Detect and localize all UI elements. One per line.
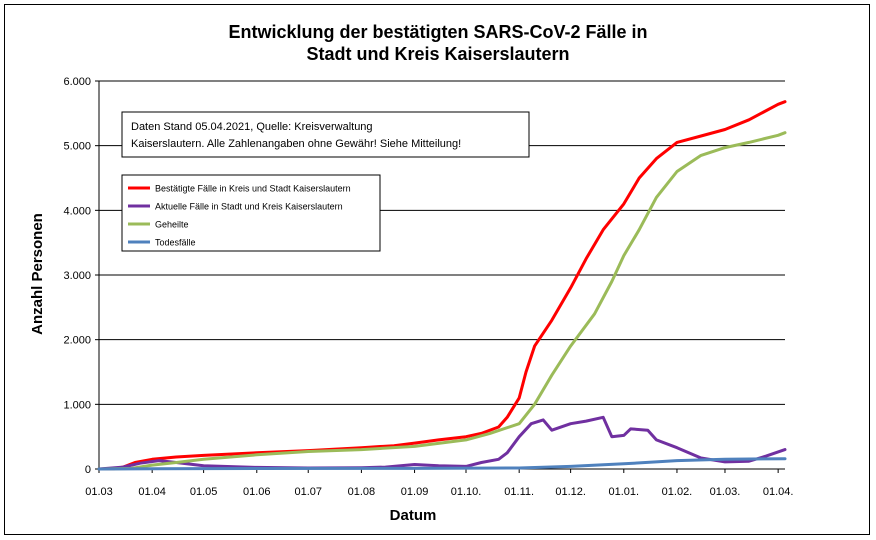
legend-items: Bestätigte Fälle in Kreis und Stadt Kais… (128, 184, 351, 248)
y-tick-label: 0 (85, 464, 91, 476)
x-tick-label: 01.03 (85, 486, 113, 498)
x-tick-label: 01.02. (662, 486, 693, 498)
legend: Bestätigte Fälle in Kreis und Stadt Kais… (121, 174, 381, 252)
x-tick-label: 01.03. (710, 486, 741, 498)
note-line-1: Daten Stand 05.04.2021, Quelle: Kreisver… (131, 121, 373, 133)
x-tick-label: 01.01. (608, 486, 639, 498)
chart-frame (4, 4, 870, 535)
x-tick-label: 01.05 (190, 486, 218, 498)
y-tick-label: 3.000 (63, 270, 91, 282)
x-tick-label: 01.07 (294, 486, 322, 498)
y-tick-label: 5.000 (63, 141, 91, 153)
note-box: Daten Stand 05.04.2021, Quelle: Kreisver… (121, 111, 530, 158)
y-tick-label: 6.000 (63, 76, 91, 88)
series-line-4 (97, 457, 787, 471)
series-lines (97, 100, 787, 471)
legend-label-2: Aktuelle Fälle in Stadt und Kreis Kaiser… (155, 202, 343, 212)
y-axis-label: Anzahl Personen (29, 213, 46, 335)
x-tick-label: 01.04. (763, 486, 794, 498)
series-line-3 (97, 131, 787, 471)
y-tick-label: 1.000 (63, 399, 91, 411)
chart-title-line-2: Stadt und Kreis Kaiserslautern (306, 44, 570, 64)
x-tick-label: 01.06 (243, 486, 271, 498)
legend-label-4: Todesfälle (155, 238, 196, 248)
note-line-2: Kaiserslautern. Alle Zahlenangaben ohne … (131, 138, 461, 150)
chart-title-line-1: Entwicklung der bestätigten SARS-CoV-2 F… (228, 22, 648, 42)
y-tick-label: 2.000 (63, 335, 91, 347)
series-line-2 (97, 415, 787, 471)
legend-label-1: Bestätigte Fälle in Kreis und Stadt Kais… (155, 184, 351, 194)
x-axis-label: Datum (390, 507, 437, 524)
x-tick-label: 01.10. (451, 486, 482, 498)
x-tick-label: 01.11. (504, 486, 534, 498)
y-tick-label: 4.000 (63, 205, 91, 217)
x-tick-label: 01.09 (401, 486, 429, 498)
x-tick-label: 01.08 (348, 486, 376, 498)
x-tick-labels: 01.03 01.04 01.05 01.06 01.07 01.08 01.09 01.10… (85, 486, 793, 498)
x-tick-label: 01.04 (138, 486, 166, 498)
series-line-1 (97, 100, 787, 471)
x-tick-label: 01.12. (555, 486, 586, 498)
legend-label-3: Geheilte (155, 220, 189, 230)
y-tick-labels: 0 1.000 2.000 3.000 4.000 5.000 6.000 (63, 76, 91, 476)
